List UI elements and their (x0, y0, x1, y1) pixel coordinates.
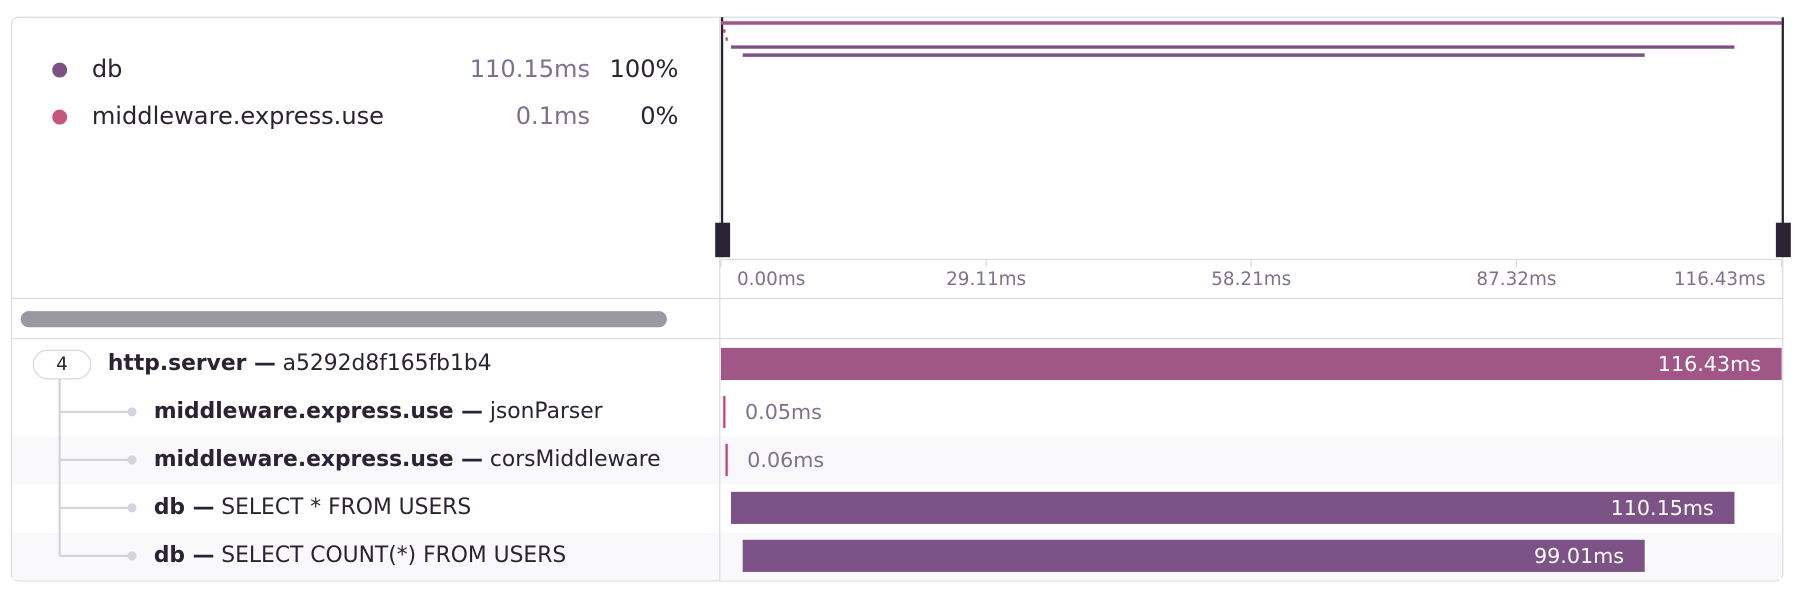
span-description: jsonParser (489, 399, 603, 424)
span-duration: 0.05ms (745, 400, 822, 424)
span-title: middleware.express.use — corsMiddleware (154, 447, 661, 472)
tree-node (127, 455, 137, 465)
window-handle[interactable] (715, 222, 731, 258)
span-description: SELECT COUNT(*) FROM USERS (221, 543, 566, 568)
span-op: middleware.express.use — (154, 447, 483, 472)
span-duration: 110.15ms (1611, 496, 1714, 520)
child-count[interactable] (32, 349, 92, 380)
span-title: db — SELECT * FROM USERS (154, 495, 471, 520)
axis-label: 0.00ms (737, 269, 805, 290)
axis-label: 116.43ms (1674, 269, 1766, 290)
window-handle[interactable] (1775, 222, 1791, 258)
tree-node (127, 407, 137, 417)
span-duration: 99.01ms (1534, 544, 1624, 568)
span-title: middleware.express.use — jsonParser (154, 399, 603, 424)
legend-duration: 0.1ms (516, 102, 590, 130)
span-title: db — SELECT COUNT(*) FROM USERS (154, 543, 566, 568)
legend-name: middleware.express.use (92, 102, 384, 130)
span-description: corsMiddleware (490, 447, 661, 472)
child-count-label: 4 (56, 354, 68, 375)
span-op: http.server — (108, 351, 276, 376)
axis-label: 87.32ms (1476, 269, 1556, 290)
tree-node (127, 551, 137, 561)
legend-percent: 0% (640, 102, 678, 130)
span-duration: 116.43ms (1658, 352, 1761, 376)
span-bar (725, 443, 728, 476)
legend-name: db (92, 55, 123, 83)
span-title: http.server — a5292d8f165fb1b4 (108, 351, 492, 376)
axis-label: 58.21ms (1211, 269, 1291, 290)
span-description: a5292d8f165fb1b4 (283, 351, 492, 376)
span-op: db — (154, 543, 215, 568)
legend-dot (52, 62, 68, 78)
span-description: SELECT * FROM USERS (221, 495, 471, 520)
span-op: middleware.express.use — (154, 399, 483, 424)
span-bar (720, 347, 1782, 380)
legend-dot (52, 109, 68, 125)
axis-label: 29.11ms (946, 269, 1026, 290)
span-duration: 0.06ms (747, 448, 824, 472)
span-bar (723, 395, 726, 428)
span-bar (742, 539, 1645, 572)
legend-percent: 100% (610, 55, 679, 83)
scrollbar[interactable] (20, 311, 667, 328)
legend-duration: 110.15ms (470, 55, 590, 83)
span-bar (730, 491, 1735, 524)
tree-node (127, 503, 137, 513)
row-stripe (12, 436, 1782, 485)
span-op: db — (154, 495, 215, 520)
